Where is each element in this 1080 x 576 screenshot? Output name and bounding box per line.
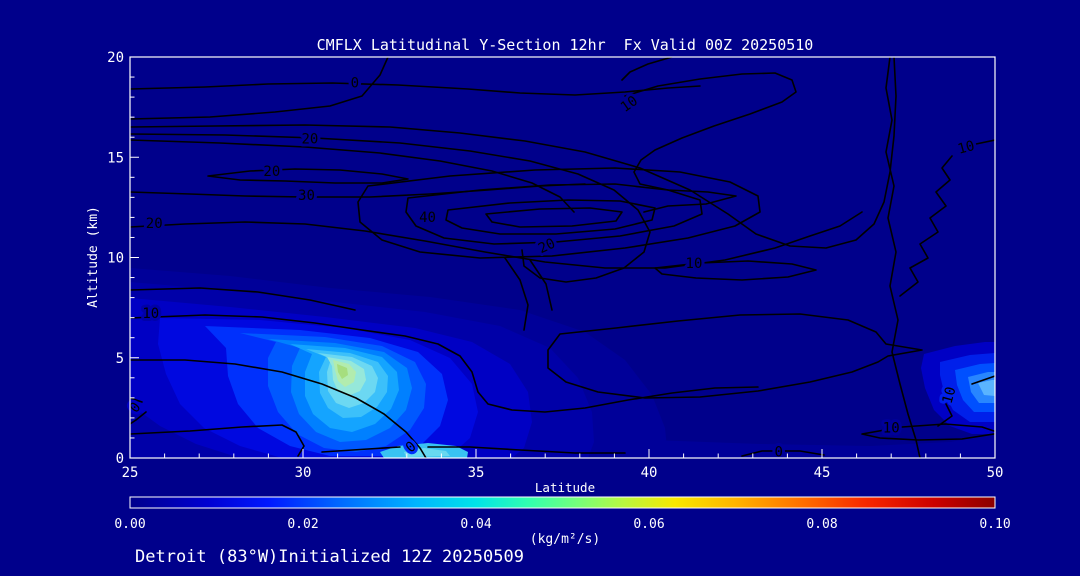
colorbar: [129, 496, 996, 509]
contour-line: [130, 139, 575, 213]
colorbar-tick-label: 0.04: [460, 517, 491, 532]
x-tick-label: 40: [641, 465, 658, 481]
flux-fill-level-1b: [640, 434, 995, 458]
contour-line: [130, 314, 759, 413]
contour-nest-inner: [485, 207, 623, 228]
x-tick-label: 30: [295, 465, 312, 481]
contour-line: [427, 446, 626, 454]
contour-label: 0: [351, 76, 359, 92]
y-tick-label: 5: [116, 351, 124, 367]
contour-line: [130, 57, 389, 120]
contour-label: 40: [419, 210, 436, 226]
x-tick-label: 25: [122, 465, 139, 481]
colorbar-tick-label: 0.06: [633, 517, 664, 532]
chart-title: CMFLX Latitudinal Y-Section 12hr Fx Vali…: [317, 36, 814, 54]
contour-label: 10: [142, 306, 159, 322]
contour-line: [741, 450, 825, 457]
x-tick-label: 45: [814, 465, 831, 481]
contour-line: [321, 446, 401, 453]
flux-fill-surface-patch-core: [404, 448, 450, 457]
x-tick-label: 50: [987, 465, 1004, 481]
contour-line: [937, 403, 953, 427]
contour-line: [971, 375, 995, 385]
y-tick-label: 10: [107, 251, 124, 267]
contour-line: [504, 257, 529, 331]
contour-label: 10: [883, 420, 900, 436]
contour-label: 20: [263, 164, 280, 180]
contour-bottom-right-loop: [547, 313, 923, 399]
contour-line: [130, 82, 701, 96]
contour-line: [130, 287, 356, 311]
y-axis-title: Altitude (km): [86, 206, 101, 308]
colorbar-tick-label: 0.00: [114, 517, 145, 532]
contour-line: [130, 411, 147, 425]
contour-label: 20: [146, 216, 163, 232]
y-tick-label: 15: [107, 150, 124, 166]
contour-line: [130, 397, 143, 403]
contour-label: 20: [301, 132, 318, 148]
colorbar-tick-labels: 0.00 0.02 0.04 0.06 0.08 0.10: [114, 517, 1010, 532]
contour-line: [130, 133, 651, 283]
contour-label: 30: [298, 188, 315, 204]
contour-line: [130, 211, 863, 269]
contour-10-lens-bottom: [861, 423, 995, 441]
contour-nest-40: [445, 199, 656, 235]
y-tick-label: 20: [107, 50, 124, 66]
contour-nest-outer: [357, 167, 761, 259]
contour-line: [975, 139, 995, 145]
colorbar-tick-label: 0.02: [287, 517, 318, 532]
contour-right-vertical: [885, 57, 921, 458]
contour-nest-mid: [405, 183, 703, 245]
flux-filled-field: [130, 57, 995, 458]
contour-line: [207, 168, 409, 184]
contour-line: [130, 57, 897, 249]
contour-10-lens: [654, 260, 817, 281]
contour-line: [130, 424, 305, 457]
colorbar-tick-label: 0.08: [806, 517, 837, 532]
contour-line: [621, 57, 673, 81]
axis-tick-labels: 25 30 35 40 45 50 0 5 10 15 20: [107, 50, 1003, 481]
axis-ticks: [129, 56, 996, 459]
colorbar-units-label: (kg/m²/s): [530, 532, 600, 547]
y-tick-label: 0: [116, 451, 124, 467]
contour-label: 10: [686, 256, 703, 272]
contour-line: [130, 359, 427, 458]
x-axis-title: Latitude: [535, 480, 595, 495]
colorbar-tick-label: 0.10: [979, 517, 1010, 532]
contour-line: [899, 155, 953, 297]
line-contour-field: [130, 57, 995, 458]
contour-top-right-loop: [624, 72, 797, 213]
flux-fill-right-5: [978, 380, 995, 396]
x-tick-label: 35: [468, 465, 485, 481]
flux-fill-core: [337, 364, 348, 379]
contour-line: [529, 259, 553, 311]
footer-caption: Detroit (83°W)Initialized 12Z 20250509: [135, 547, 524, 567]
